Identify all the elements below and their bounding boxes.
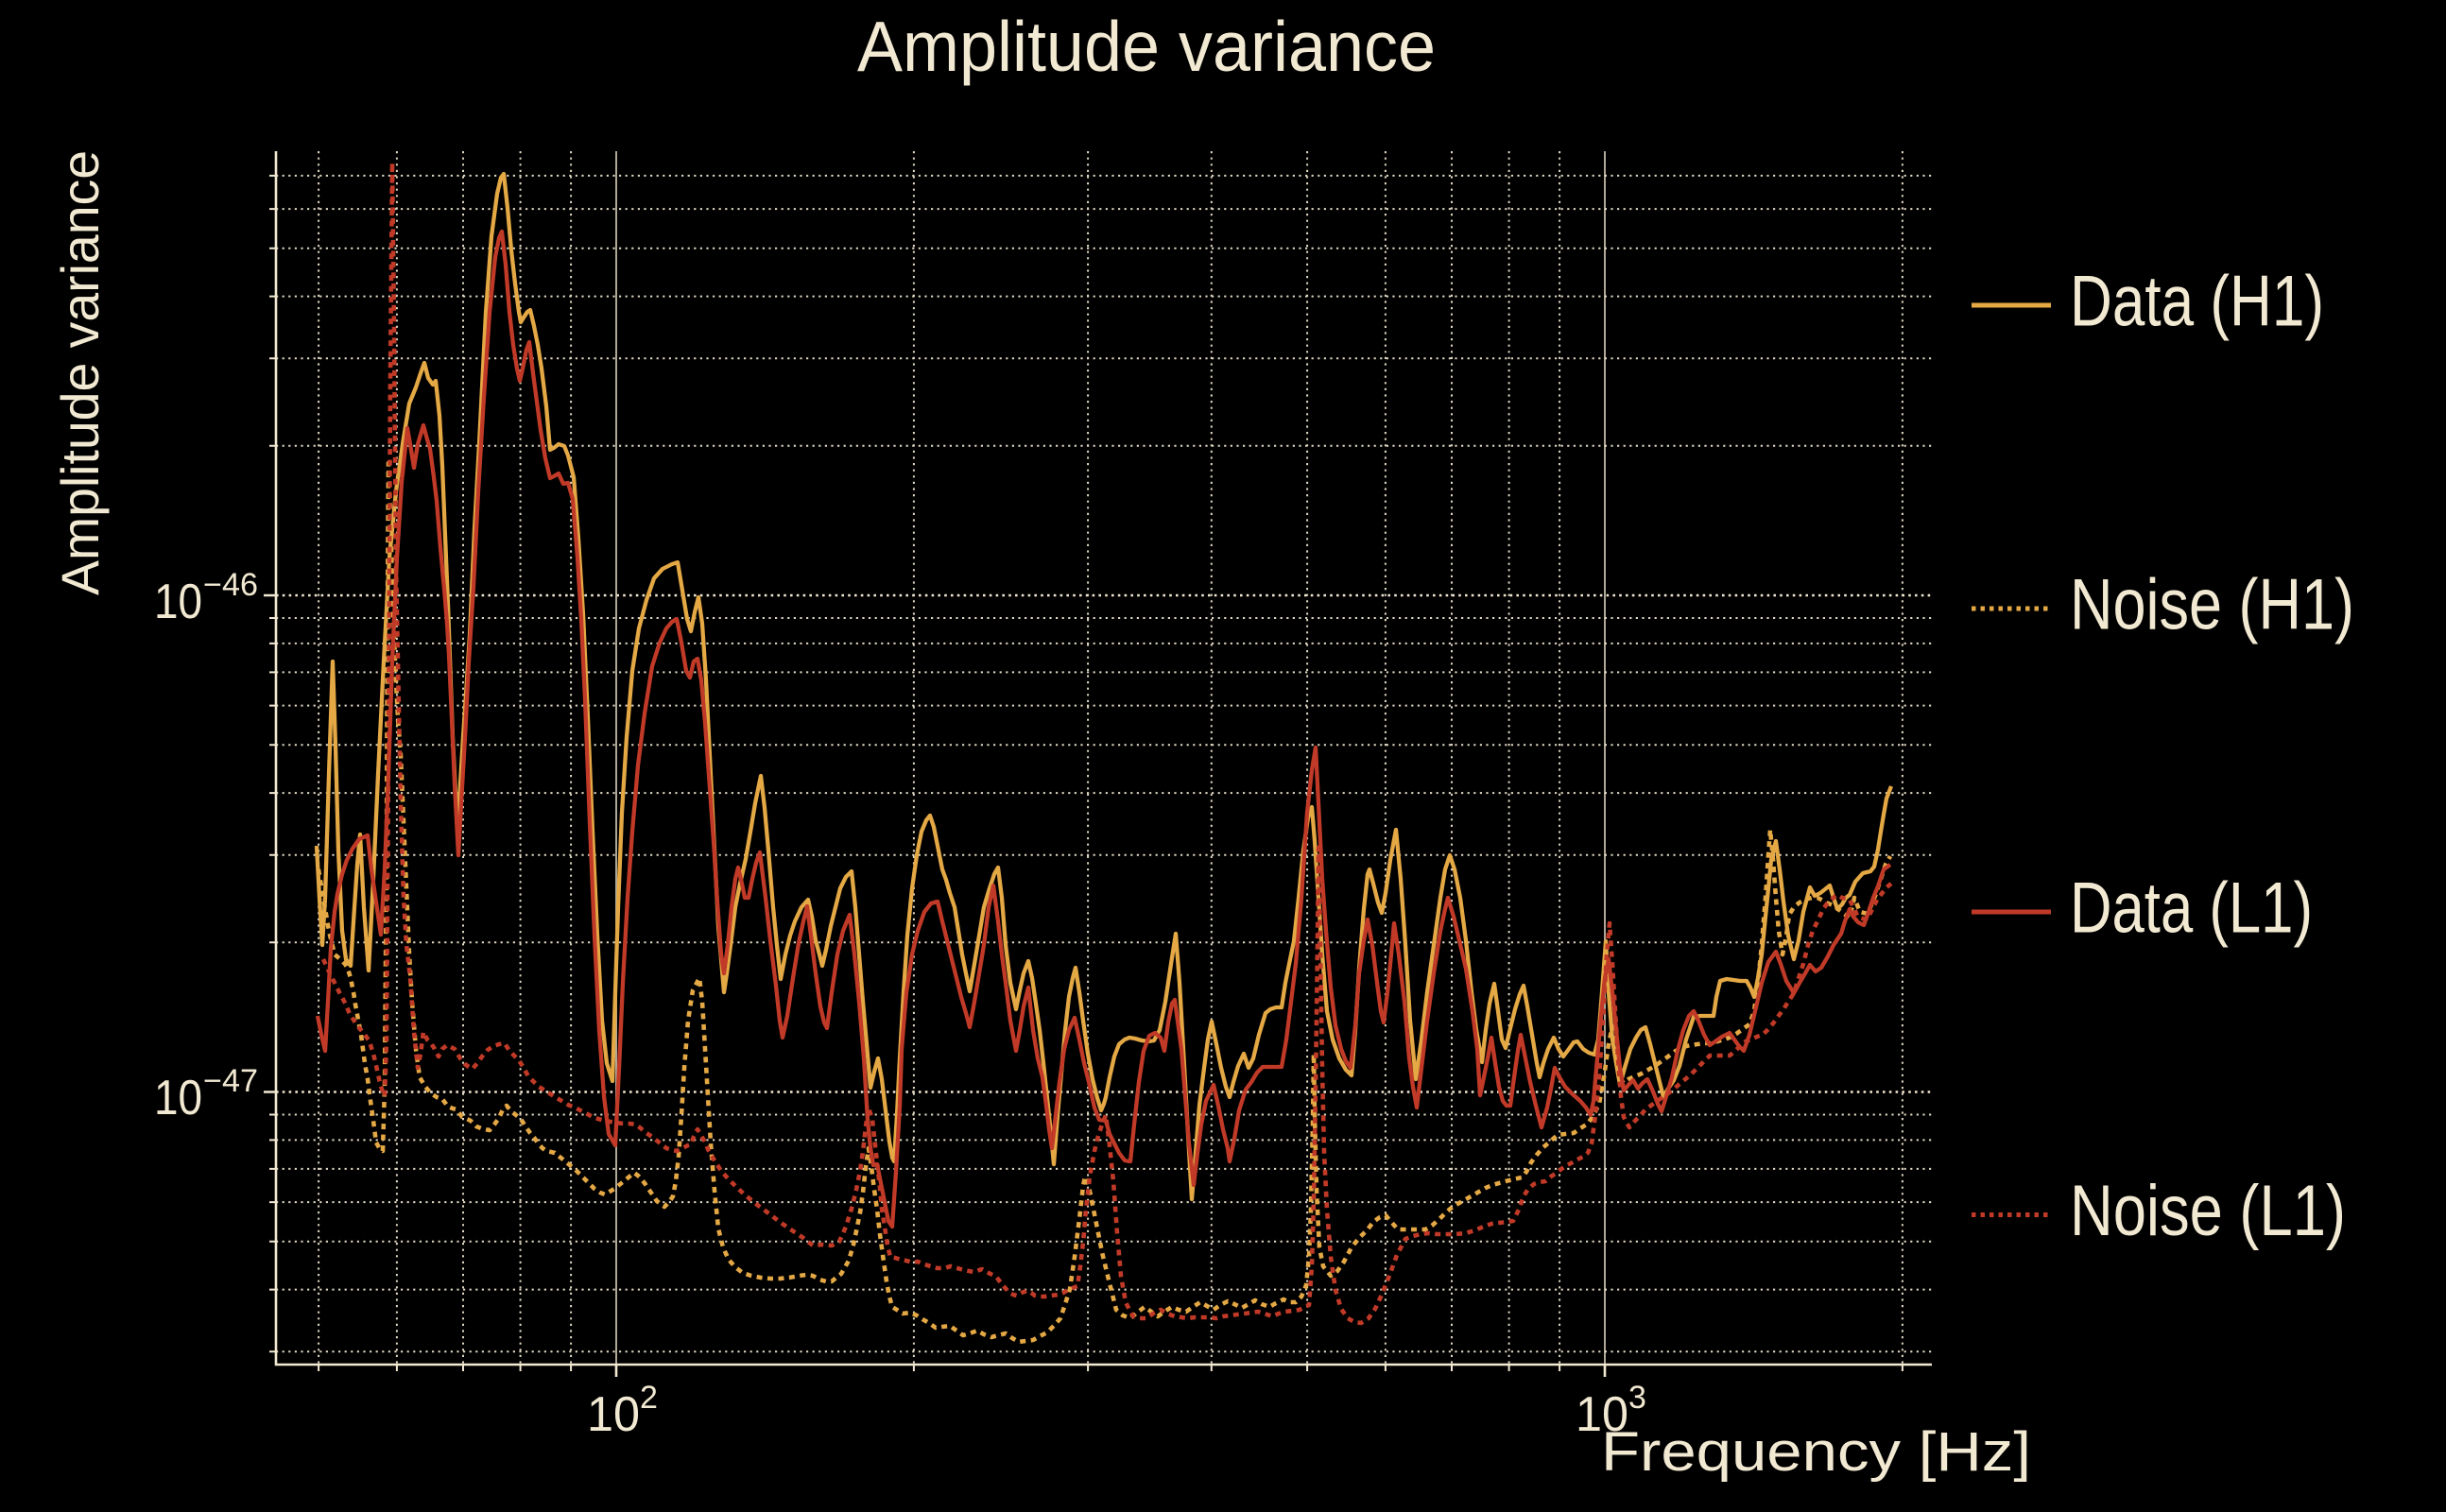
- svg-text:Amplitude variance: Amplitude variance: [50, 150, 110, 595]
- svg-text:−47: −47: [203, 1063, 258, 1099]
- svg-text:10: 10: [1576, 1387, 1628, 1442]
- svg-text:10: 10: [154, 1071, 202, 1125]
- svg-text:Data (L1): Data (L1): [2070, 868, 2313, 949]
- svg-text:10: 10: [154, 575, 202, 629]
- svg-text:Noise (L1): Noise (L1): [2070, 1171, 2346, 1251]
- svg-text:Noise (H1): Noise (H1): [2070, 565, 2354, 645]
- svg-text:2: 2: [640, 1380, 658, 1416]
- svg-text:−46: −46: [203, 567, 258, 603]
- svg-text:Data (H1): Data (H1): [2070, 262, 2324, 342]
- svg-text:3: 3: [1628, 1380, 1646, 1416]
- svg-text:Amplitude variance: Amplitude variance: [857, 7, 1436, 86]
- svg-text:Frequency [Hz]: Frequency [Hz]: [1601, 1421, 2031, 1483]
- svg-text:10: 10: [587, 1387, 640, 1442]
